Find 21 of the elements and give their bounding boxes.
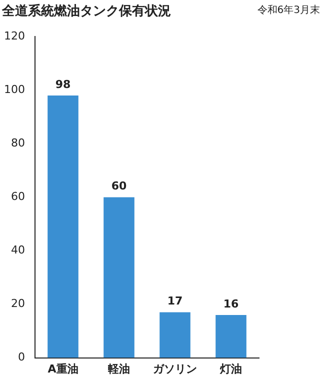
y-tick-label: 40 — [10, 244, 25, 257]
x-tick-label: A重油 — [48, 362, 78, 376]
data-label: 98 — [55, 78, 71, 91]
y-tick-label: 0 — [18, 350, 25, 364]
bar — [104, 197, 134, 358]
bar — [48, 95, 78, 358]
text: 令和6年3月末 — [257, 4, 320, 17]
x-tick-label: 軽油 — [106, 362, 130, 376]
data-label: 60 — [111, 180, 127, 193]
y-tick-label: 80 — [10, 136, 25, 150]
y-tick-label: 60 — [10, 190, 25, 204]
bar — [160, 312, 190, 358]
x-tick-label: 灯油 — [219, 362, 242, 376]
chart-title: 全道系統燃油タンク保有状況 — [2, 2, 171, 20]
y-tick-label: 20 — [10, 297, 25, 310]
y-tick-label: 120 — [4, 29, 25, 42]
y-tick-label: 100 — [4, 82, 25, 96]
x-tick-label: ガソリン — [153, 362, 197, 376]
data-label: 16 — [223, 297, 239, 310]
bar — [216, 314, 246, 358]
data-label: 17 — [167, 294, 183, 308]
